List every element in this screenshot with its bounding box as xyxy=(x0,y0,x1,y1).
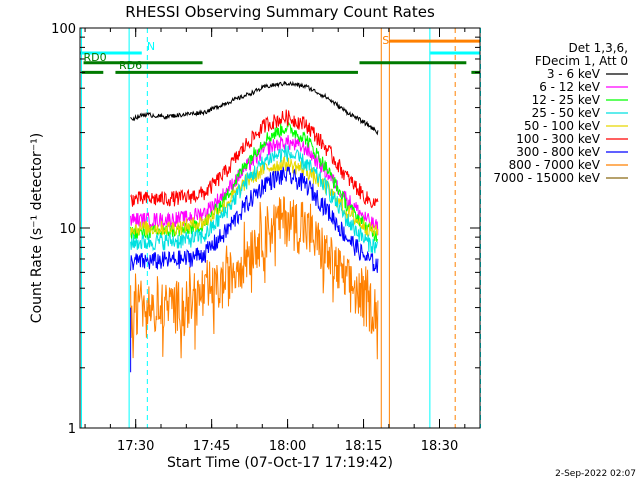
legend-entry-label: 6 - 12 keV xyxy=(539,80,601,94)
footer-timestamp: 2-Sep-2022 02:07 xyxy=(555,469,636,479)
legend-header: Det 1,3,6, xyxy=(569,41,629,55)
series-line xyxy=(130,109,379,209)
y-tick-label: 100 xyxy=(51,22,76,37)
legend-entry-label: 12 - 25 keV xyxy=(532,93,601,107)
legend-entry-label: 3 - 6 keV xyxy=(547,67,601,81)
series-line xyxy=(130,196,379,360)
legend-header: FDecim 1, Att 0 xyxy=(535,54,628,68)
x-tick-label: 17:30 xyxy=(117,439,154,454)
legend-entry-label: 800 - 7000 keV xyxy=(509,158,601,172)
y-axis-label: Count Rate (s⁻¹ detector⁻¹) xyxy=(29,133,45,323)
annotation-label: RD0 xyxy=(84,51,107,64)
y-tick-label: 10 xyxy=(59,222,76,237)
annotation-label: N xyxy=(147,40,155,53)
x-tick-label: 18:30 xyxy=(421,439,458,454)
x-axis-label: Start Time (07-Oct-17 17:19:42) xyxy=(167,455,393,471)
legend-entry-label: 25 - 50 keV xyxy=(532,106,601,120)
annotation-label: RD6 xyxy=(119,59,142,72)
series-line xyxy=(130,166,379,273)
series-line xyxy=(130,80,379,136)
legend-entry-label: 100 - 300 keV xyxy=(516,132,600,146)
legend-entry-label: 7000 - 15000 keV xyxy=(493,171,600,185)
chart-title: RHESSI Observing Summary Count Rates xyxy=(125,3,435,21)
y-tick-label: 1 xyxy=(68,422,76,437)
legend-entry-label: 50 - 100 keV xyxy=(524,119,601,133)
annotations: N S RD0 RD6 xyxy=(84,34,390,72)
series-line xyxy=(130,144,379,254)
series-traces xyxy=(130,80,379,373)
annotation-label: S xyxy=(382,34,389,47)
y-axis: 1 10 100 xyxy=(51,22,480,437)
state-bars xyxy=(80,39,480,74)
x-tick-label: 17:45 xyxy=(193,439,230,454)
x-tick-label: 18:15 xyxy=(345,439,382,454)
x-axis: 17:30 17:45 18:00 18:15 18:30 xyxy=(84,28,466,454)
x-tick-label: 18:00 xyxy=(269,439,306,454)
legend-entry-label: 300 - 800 keV xyxy=(516,145,600,159)
